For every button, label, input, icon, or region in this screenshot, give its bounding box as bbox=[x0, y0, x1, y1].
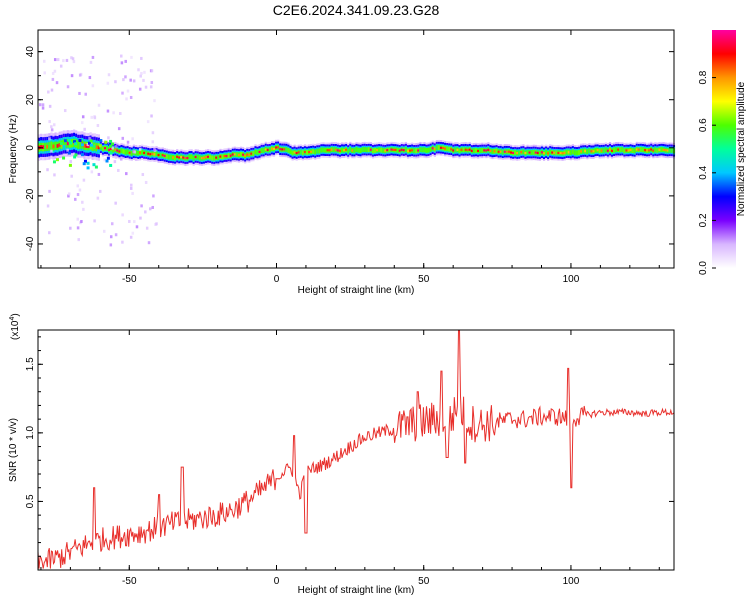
spectrogram-x-ticks: -50 0 50 100 bbox=[40, 30, 660, 285]
y-tick-label: 40 bbox=[25, 46, 36, 58]
x-tick-label: 50 bbox=[418, 576, 430, 587]
spectrogram-y-axis-label: Frequency (Hz) bbox=[8, 115, 19, 184]
y-tick-label: 20 bbox=[25, 94, 36, 106]
spectrogram-heatmap bbox=[38, 54, 676, 247]
y-tick-label: 0 bbox=[25, 145, 36, 151]
colorbar-tick-label: 0.0 bbox=[698, 261, 709, 275]
y-tick-label: 0.5 bbox=[25, 494, 36, 508]
snr-y-ticks: 0.5 1.0 1.5 bbox=[25, 336, 674, 557]
x-tick-label: 0 bbox=[274, 274, 280, 285]
x-tick-label: 50 bbox=[418, 274, 430, 285]
colorbar: 0.0 0.2 0.4 0.6 0.8 Normalized spectral ampl… bbox=[698, 30, 747, 275]
snr-x-axis-label: Height of straight line (km) bbox=[298, 585, 415, 596]
spectrogram-x-axis-label: Height of straight line (km) bbox=[298, 285, 415, 296]
snr-x-ticks: -50 0 50 100 bbox=[40, 330, 660, 587]
colorbar-tick-label: 0.4 bbox=[698, 165, 709, 179]
snr-panel: -50 0 50 100 0.5 1.0 1.5 Height of straight l… bbox=[8, 313, 675, 596]
y-tick-label: -20 bbox=[25, 188, 36, 203]
snr-frame bbox=[37, 329, 675, 571]
colorbar-ticks: 0.0 0.2 0.4 0.6 0.8 bbox=[698, 70, 716, 275]
spectrogram-panel: -50 0 50 100 -40 -20 0 20 40 Height of straight… bbox=[8, 29, 676, 296]
y-tick-label: 1.5 bbox=[25, 357, 36, 371]
x-tick-label: 100 bbox=[563, 274, 580, 285]
spectrogram-y-ticks: -40 -20 0 20 40 bbox=[25, 46, 674, 251]
y-tick-label: -40 bbox=[25, 236, 36, 251]
x-tick-label: 0 bbox=[274, 576, 280, 587]
colorbar-tick-label: 0.6 bbox=[698, 118, 709, 132]
spectrogram-frame bbox=[37, 29, 675, 269]
snr-series-line bbox=[38, 330, 674, 569]
colorbar-tick-label: 0.8 bbox=[698, 70, 709, 84]
x-tick-label: 100 bbox=[563, 576, 580, 587]
colorbar-label: Normalized spectral amplitude bbox=[736, 81, 747, 216]
chart-title: C2E6.2024.341.09.23.G28 bbox=[273, 2, 440, 18]
colorbar-gradient bbox=[712, 30, 736, 268]
y-tick-label: 1.0 bbox=[25, 425, 36, 439]
colorbar-tick-label: 0.2 bbox=[698, 213, 709, 227]
snr-y-axis-label: SNR (10 * v/v) bbox=[8, 418, 19, 482]
snr-y-multiplier: (x104) bbox=[9, 313, 21, 340]
x-tick-label: -50 bbox=[122, 576, 137, 587]
x-tick-label: -50 bbox=[122, 274, 137, 285]
